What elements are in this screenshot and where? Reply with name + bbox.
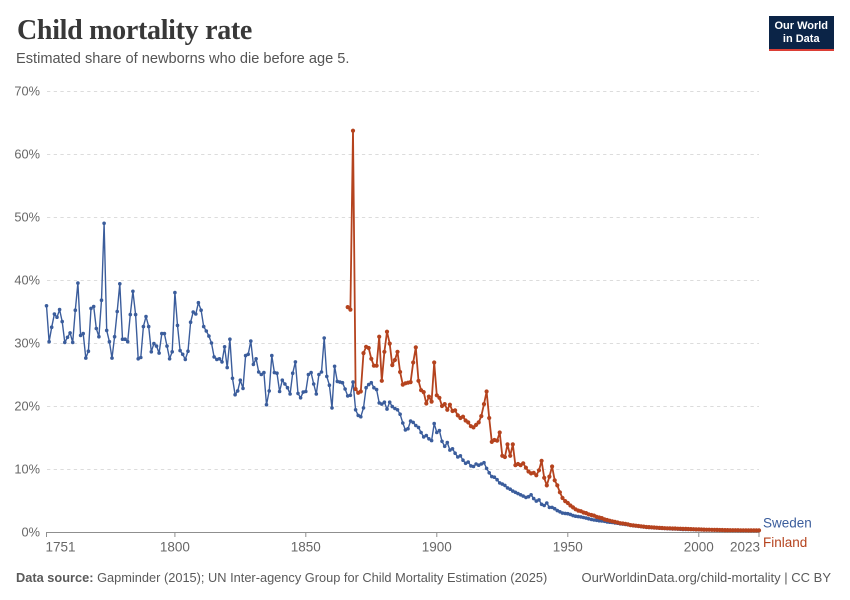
svg-text:1950: 1950 — [553, 540, 583, 555]
svg-text:1850: 1850 — [291, 540, 321, 555]
svg-text:10%: 10% — [14, 462, 40, 477]
svg-text:1900: 1900 — [422, 540, 452, 555]
svg-text:Finland: Finland — [763, 535, 807, 550]
svg-text:20%: 20% — [14, 399, 40, 414]
svg-text:70%: 70% — [14, 84, 40, 99]
svg-text:30%: 30% — [14, 336, 40, 351]
svg-text:40%: 40% — [14, 273, 40, 288]
svg-text:1751: 1751 — [46, 540, 76, 555]
svg-text:50%: 50% — [14, 210, 40, 225]
svg-text:0%: 0% — [22, 525, 41, 540]
svg-text:60%: 60% — [14, 147, 40, 162]
svg-text:1800: 1800 — [160, 540, 190, 555]
svg-text:2000: 2000 — [684, 540, 714, 555]
svg-text:Sweden: Sweden — [763, 516, 812, 531]
svg-text:2023: 2023 — [730, 540, 760, 555]
